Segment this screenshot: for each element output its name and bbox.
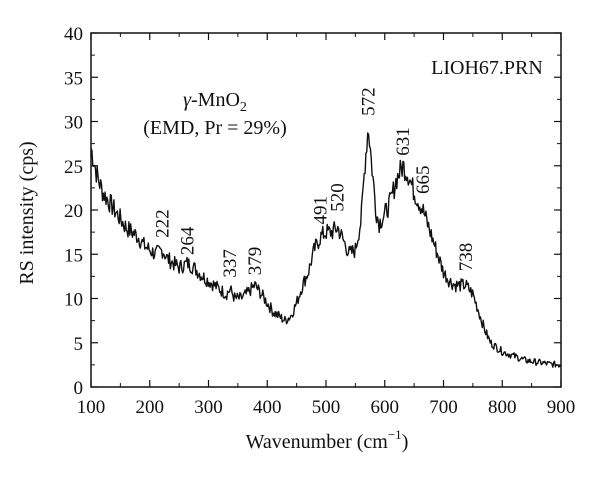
x-axis: 100 200 300 400 500 600 700 800 900 — [77, 33, 576, 418]
y-tick-label: 25 — [64, 157, 83, 178]
peak-label-264: 264 — [177, 226, 198, 255]
y-tick-label: 15 — [64, 245, 83, 266]
y-axis-title: RS intensity (cps) — [16, 141, 38, 284]
y-tick-label: 5 — [74, 334, 84, 355]
spectrum-line — [90, 132, 562, 368]
x-tick-label: 800 — [488, 397, 517, 418]
peak-label-491: 491 — [311, 196, 332, 225]
peak-label-520: 520 — [328, 183, 349, 212]
x-tick-label: 400 — [253, 397, 282, 418]
peak-label-631: 631 — [393, 127, 414, 156]
x-tick-label: 700 — [429, 397, 458, 418]
compound-label: γ-MnO2 — [183, 89, 247, 115]
x-tick-label: 600 — [371, 397, 400, 418]
x-axis-title: Wavenumber (cm−1) — [246, 427, 409, 453]
y-axis: 0 5 10 15 20 25 30 35 40 — [64, 24, 561, 399]
peak-label-222: 222 — [153, 209, 174, 238]
plot-area: 0 5 10 15 20 25 30 35 40 100 200 300 400 500 600 700 80… — [64, 24, 575, 418]
y-tick-label: 10 — [64, 290, 83, 311]
y-tick-label: 20 — [64, 201, 83, 222]
peak-label-665: 665 — [413, 166, 434, 195]
y-tick-label: 35 — [64, 68, 83, 89]
x-tick-label: 200 — [136, 397, 165, 418]
peak-label-379: 379 — [245, 247, 266, 276]
sample-detail-label: (EMD, Pr = 29%) — [143, 117, 287, 139]
x-tick-label: 100 — [77, 397, 106, 418]
x-tick-label: 500 — [312, 397, 341, 418]
y-tick-label: 40 — [64, 24, 83, 45]
peak-label-337: 337 — [220, 249, 241, 277]
y-tick-label: 0 — [74, 378, 84, 399]
peak-label-572: 572 — [358, 87, 379, 116]
file-label: LIOH67.PRN — [431, 57, 543, 79]
peak-label-738: 738 — [456, 243, 477, 272]
x-tick-label: 300 — [194, 397, 223, 418]
x-tick-label: 900 — [547, 397, 576, 418]
y-tick-label: 30 — [64, 113, 83, 134]
